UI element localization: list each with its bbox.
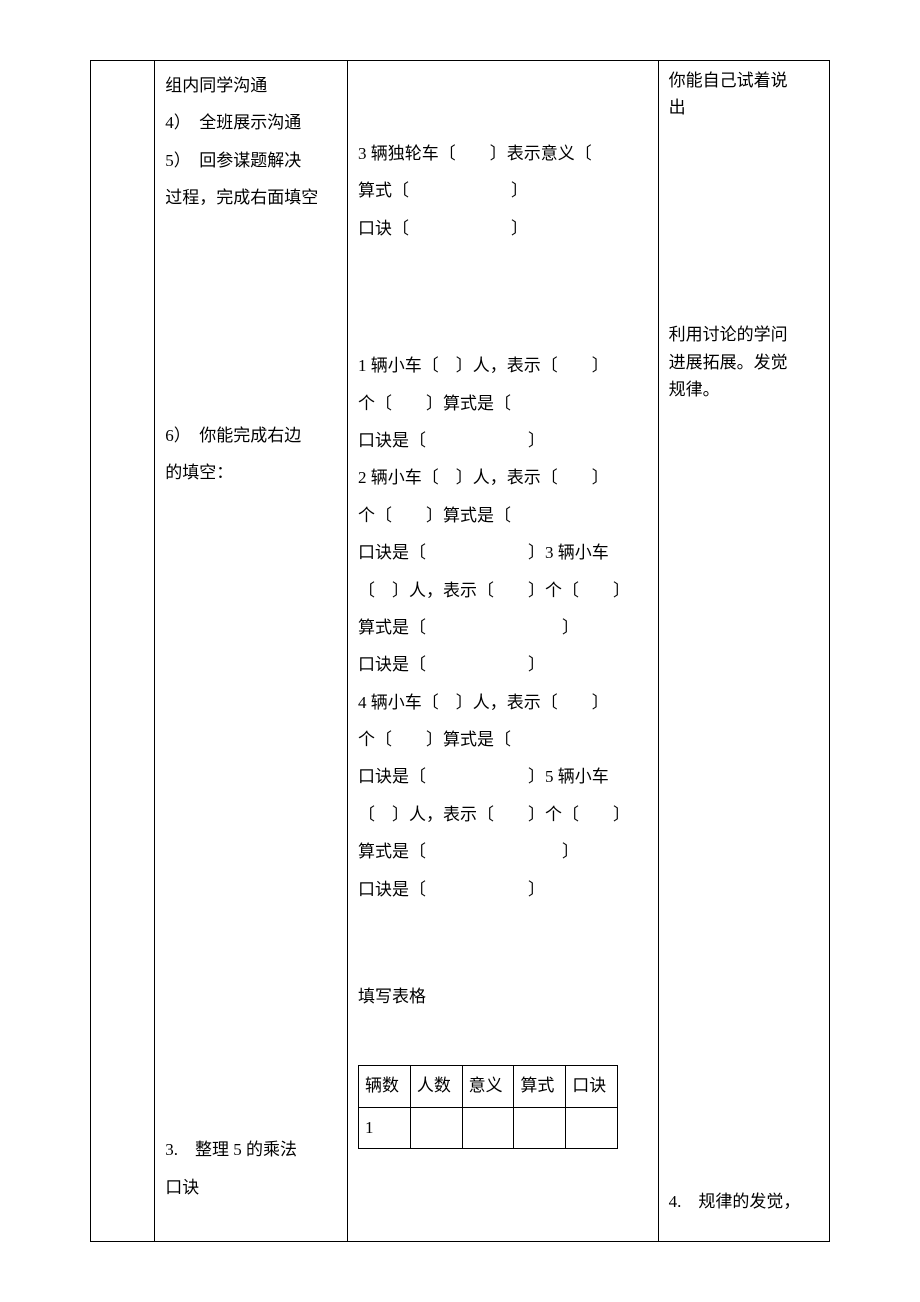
text-line: 5） 回参谋题解决 xyxy=(165,142,337,179)
text-line: 3 辆独轮车〔 〕表示意义〔 xyxy=(358,135,648,172)
lesson-plan-table: 组内同学沟通 4） 全班展示沟通 5） 回参谋题解决 过程，完成右面填空 6） … xyxy=(90,60,830,1242)
text-line: 利用讨论的学问 xyxy=(669,321,819,348)
text-line: 算式是〔 〕 xyxy=(358,833,648,870)
text-line: 组内同学沟通 xyxy=(165,67,337,104)
table-row: 1 xyxy=(359,1107,618,1148)
text-line: 口诀 xyxy=(165,1169,337,1206)
cell-r1c5 xyxy=(566,1107,618,1148)
th-mnemonic: 口诀 xyxy=(566,1066,618,1107)
text-line: 口诀是〔 〕5 辆小车 xyxy=(358,758,648,795)
th-meaning: 意义 xyxy=(462,1066,514,1107)
text-line: 2 辆小车〔 〕人，表示〔 〕 xyxy=(358,459,648,496)
text-line: 1 辆小车〔 〕人，表示〔 〕 xyxy=(358,347,648,384)
inner-table-wrap: 辆数 人数 意义 算式 口诀 1 xyxy=(358,1065,648,1149)
text-line: 口诀〔 〕 xyxy=(358,210,648,247)
text-line: 出 xyxy=(669,94,819,121)
text-line: 进展拓展。发觉 xyxy=(669,349,819,376)
col3-block-1: 3 辆独轮车〔 〕表示意义〔 算式〔 〕 口诀〔 〕 xyxy=(358,135,648,247)
text-line: 的填空： xyxy=(165,454,337,491)
cell-r1c3 xyxy=(462,1107,514,1148)
text-line: 过程，完成右面填空 xyxy=(165,179,337,216)
text-line: 3. 整理 5 的乘法 xyxy=(165,1131,337,1168)
col3-block-3: 填写表格 xyxy=(358,978,648,1015)
text-line: 〔 〕人，表示〔 〕个〔 〕 xyxy=(358,572,648,609)
cell-r1c2 xyxy=(410,1107,462,1148)
text-line: 算式是〔 〕 xyxy=(358,609,648,646)
col2-block-2: 6） 你能完成右边 的填空： xyxy=(165,417,337,492)
page: 组内同学沟通 4） 全班展示沟通 5） 回参谋题解决 过程，完成右面填空 6） … xyxy=(0,0,920,1302)
column-1-empty xyxy=(91,61,155,1242)
col2-block-3: 3. 整理 5 的乘法 口诀 xyxy=(165,1131,337,1206)
fill-in-table: 辆数 人数 意义 算式 口诀 1 xyxy=(358,1065,618,1149)
col3-block-2: 1 辆小车〔 〕人，表示〔 〕 个〔 〕算式是〔 口诀是〔 〕 2 辆小车〔 〕… xyxy=(358,347,648,908)
th-vehicles: 辆数 xyxy=(359,1066,411,1107)
text-line: 口诀是〔 〕 xyxy=(358,871,648,908)
text-line: 4） 全班展示沟通 xyxy=(165,104,337,141)
text-line: 4. 规律的发觉， xyxy=(669,1183,819,1220)
th-expression: 算式 xyxy=(514,1066,566,1107)
cell-r1c4 xyxy=(514,1107,566,1148)
text-line: 口诀是〔 〕 xyxy=(358,422,648,459)
col2-block-1: 组内同学沟通 4） 全班展示沟通 5） 回参谋题解决 过程，完成右面填空 xyxy=(165,67,337,217)
text-line: 〔 〕人，表示〔 〕个〔 〕 xyxy=(358,796,648,833)
text-line: 规律。 xyxy=(669,376,819,403)
column-4-notes: 你能自己试着说 出 利用讨论的学问 进展拓展。发觉 规律。 4. 规律的发觉， xyxy=(658,61,829,1242)
cell-r1c1: 1 xyxy=(359,1107,411,1148)
table-header-row: 辆数 人数 意义 算式 口诀 xyxy=(359,1066,618,1107)
text-line: 口诀是〔 〕3 辆小车 xyxy=(358,534,648,571)
text-line: 6） 你能完成右边 xyxy=(165,417,337,454)
col4-block-1: 你能自己试着说 出 xyxy=(669,67,819,121)
text-line: 你能自己试着说 xyxy=(669,67,819,94)
col4-block-2: 利用讨论的学问 进展拓展。发觉 规律。 xyxy=(669,321,819,403)
th-people: 人数 xyxy=(410,1066,462,1107)
text-line: 个〔 〕算式是〔 xyxy=(358,497,648,534)
text-line: 4 辆小车〔 〕人，表示〔 〕 xyxy=(358,684,648,721)
column-3-content: 3 辆独轮车〔 〕表示意义〔 算式〔 〕 口诀〔 〕 1 辆小车〔 〕人，表示〔… xyxy=(348,61,659,1242)
text-line: 算式〔 〕 xyxy=(358,172,648,209)
text-line: 口诀是〔 〕 xyxy=(358,646,648,683)
text-line: 填写表格 xyxy=(358,978,648,1015)
text-line: 个〔 〕算式是〔 xyxy=(358,385,648,422)
column-2-activities: 组内同学沟通 4） 全班展示沟通 5） 回参谋题解决 过程，完成右面填空 6） … xyxy=(155,61,348,1242)
text-line: 个〔 〕算式是〔 xyxy=(358,721,648,758)
col4-block-3: 4. 规律的发觉， xyxy=(669,1183,819,1220)
